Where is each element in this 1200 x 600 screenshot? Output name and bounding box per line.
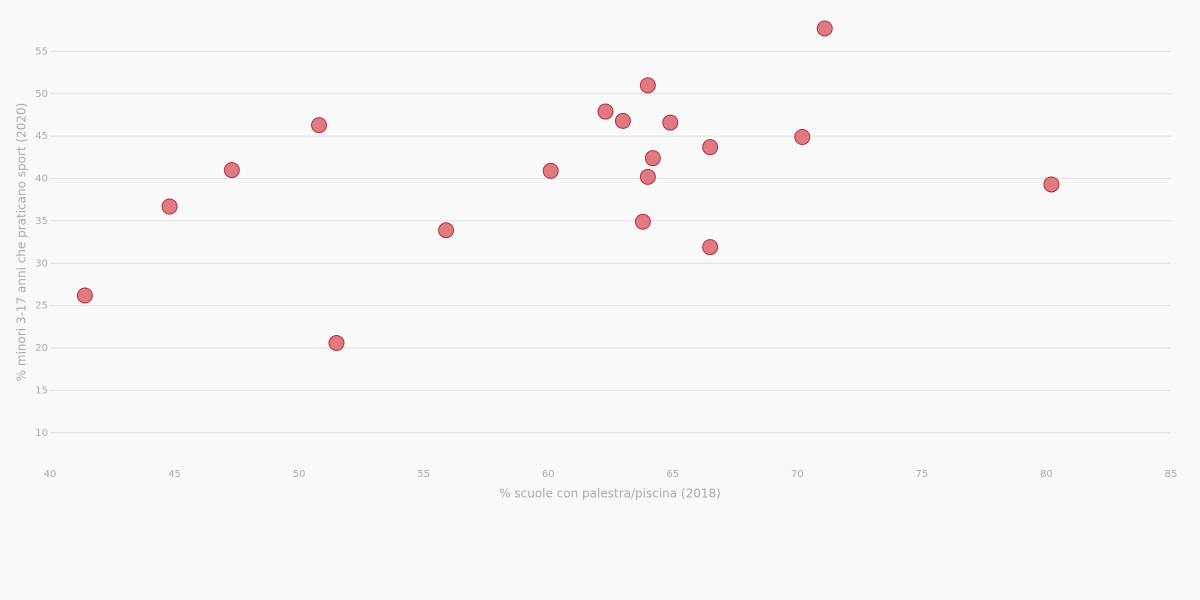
point xyxy=(1043,176,1060,193)
y-tick-label: 50 xyxy=(35,89,48,100)
point xyxy=(542,162,559,179)
point xyxy=(702,139,719,156)
x-tick-label: 70 xyxy=(791,469,804,480)
y-tick-label: 25 xyxy=(35,301,48,312)
x-tick-label: 40 xyxy=(44,469,57,480)
x-tick-label: 80 xyxy=(1040,469,1053,480)
point xyxy=(223,162,240,179)
point xyxy=(816,20,833,37)
point xyxy=(634,213,651,230)
x-axis-label: % scuole con palestra/piscina (2018) xyxy=(499,487,721,501)
y-tick-label: 45 xyxy=(35,131,48,142)
x-tick-label: 60 xyxy=(542,469,555,480)
point xyxy=(438,222,455,239)
y-tick-label: 30 xyxy=(35,258,48,269)
point xyxy=(639,168,656,185)
y-tick-label: 55 xyxy=(35,46,48,57)
x-tick-label: 65 xyxy=(666,469,679,480)
point xyxy=(311,117,328,134)
point xyxy=(597,103,614,120)
point xyxy=(161,198,178,215)
x-tick-label: 45 xyxy=(168,469,181,480)
x-tick-label: 85 xyxy=(1165,469,1178,480)
y-tick-label: 35 xyxy=(35,216,48,227)
point xyxy=(794,128,811,145)
y-tick-label: 15 xyxy=(35,385,48,396)
y-tick-label: 40 xyxy=(35,174,48,185)
point xyxy=(328,334,345,351)
point xyxy=(702,239,719,256)
point xyxy=(639,77,656,94)
x-tick-label: 75 xyxy=(916,469,929,480)
y-axis-label: % minori 3-17 anni che praticano sport (… xyxy=(15,103,29,382)
y-tick-label: 20 xyxy=(35,343,48,354)
x-tick-label: 50 xyxy=(293,469,306,480)
point xyxy=(662,114,679,131)
point xyxy=(644,150,661,167)
point xyxy=(614,112,631,129)
y-tick-label: 10 xyxy=(35,428,48,439)
point xyxy=(76,287,93,304)
x-tick-label: 55 xyxy=(417,469,430,480)
